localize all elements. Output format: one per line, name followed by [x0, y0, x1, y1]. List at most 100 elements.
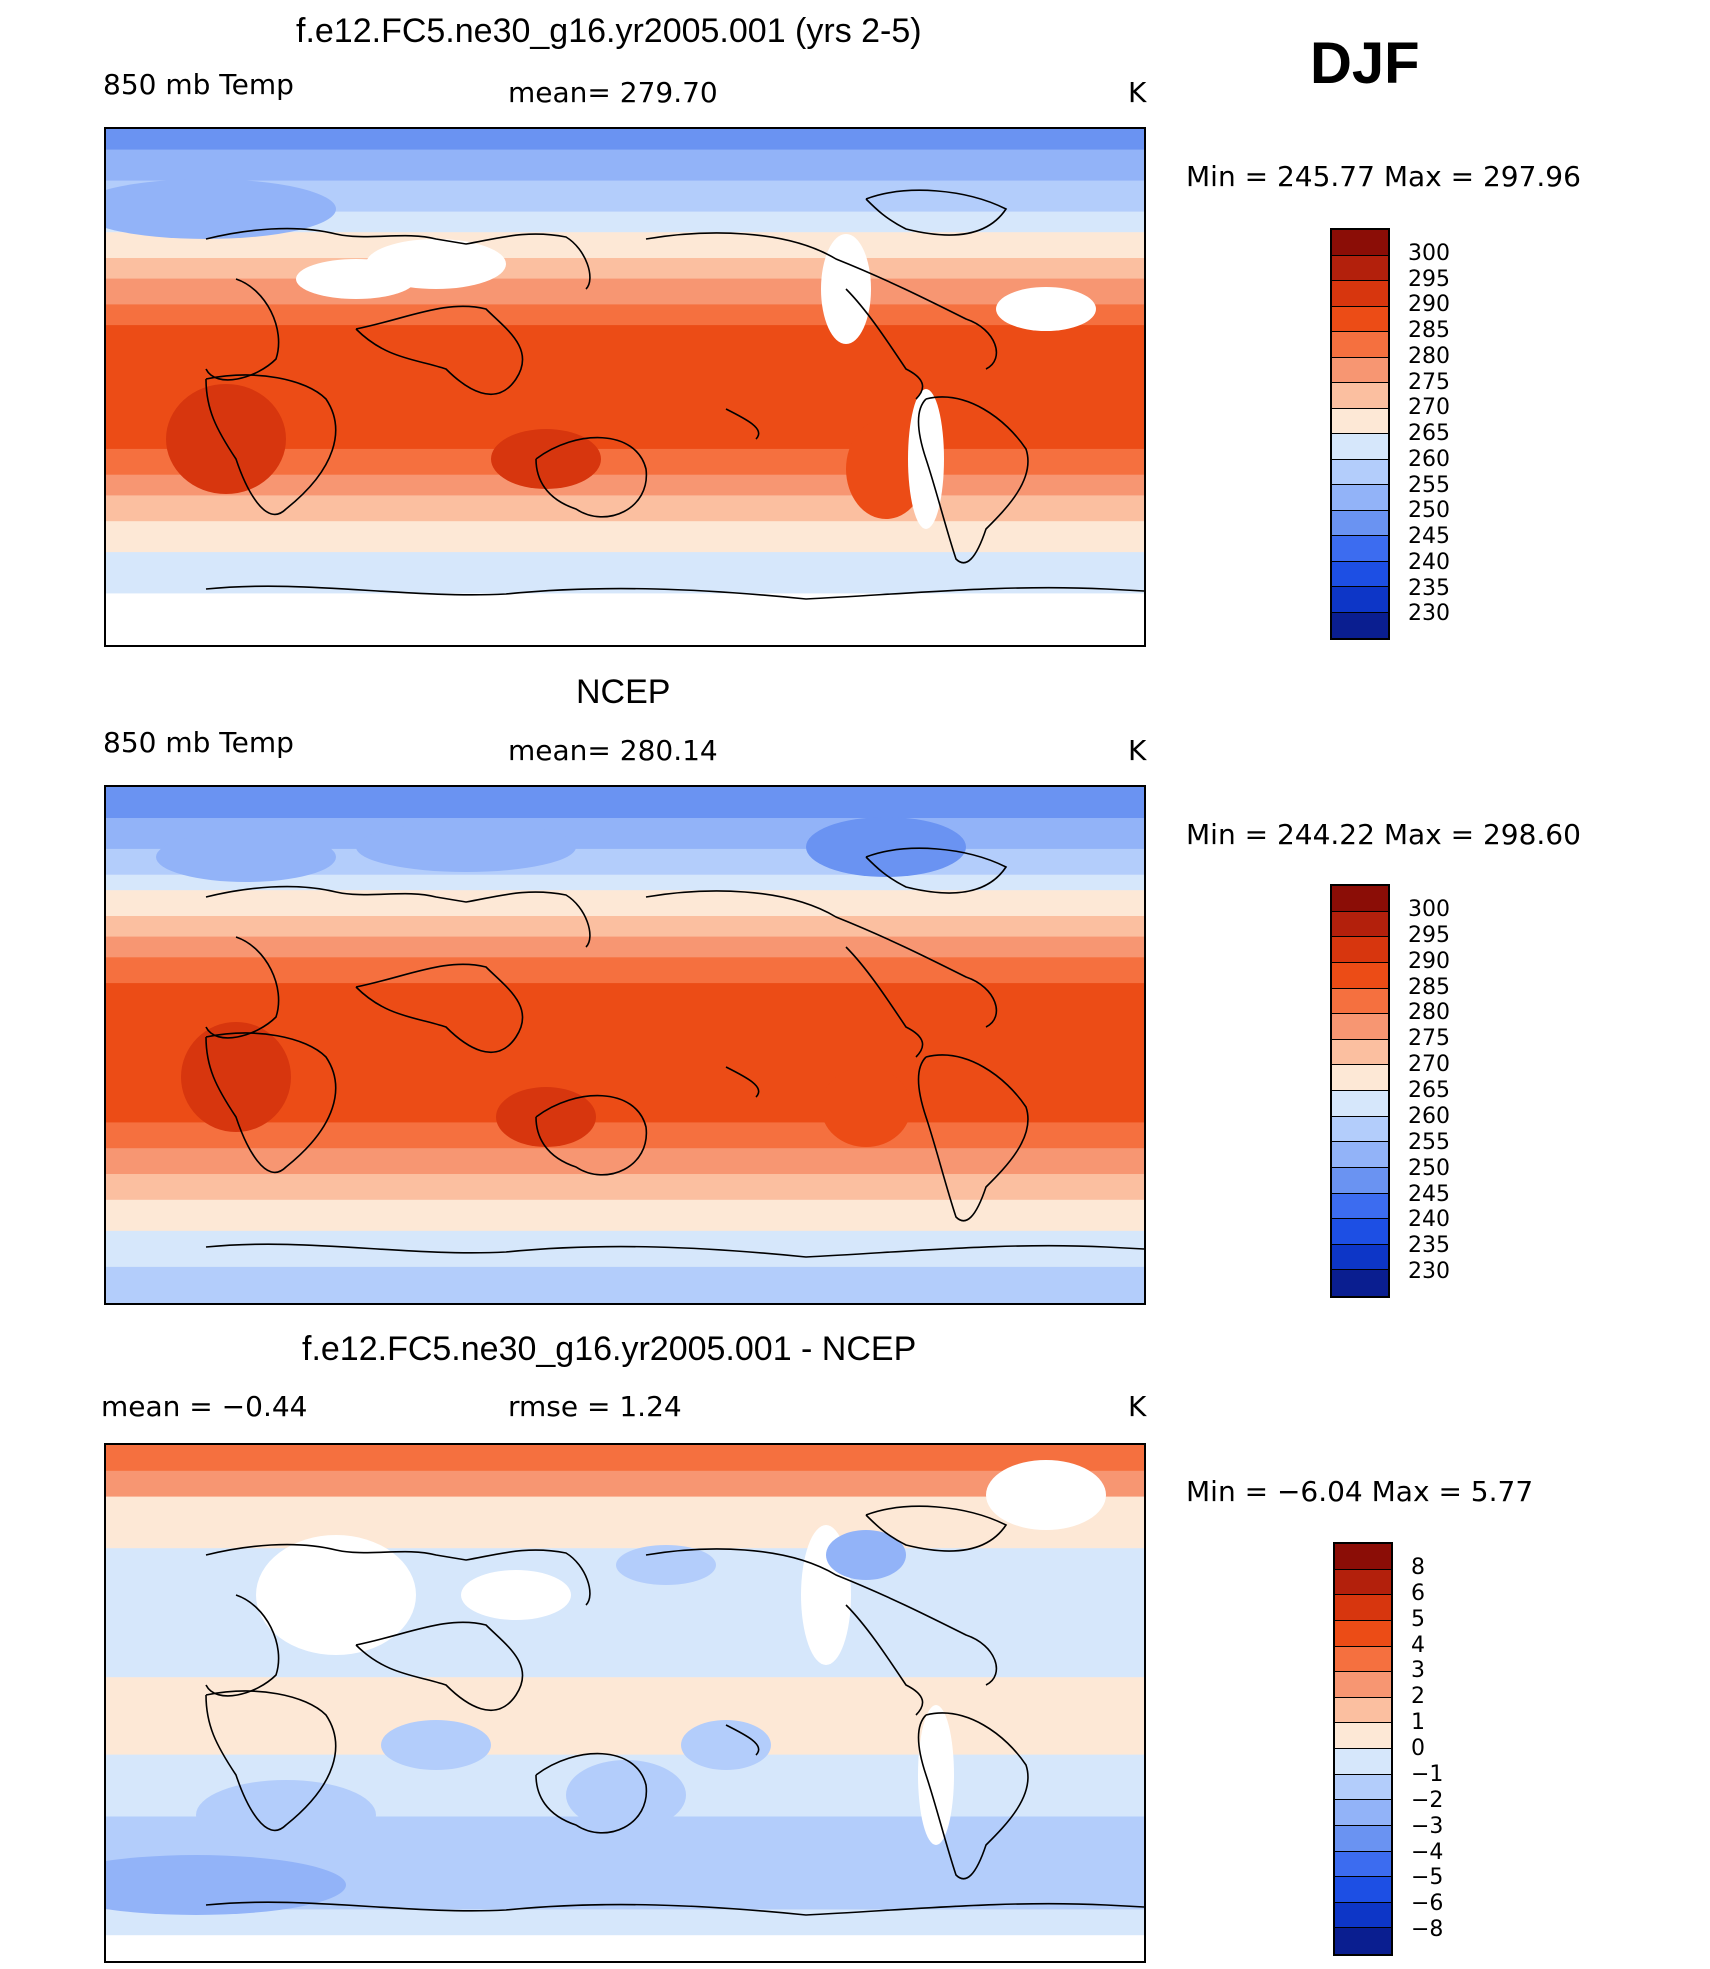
colorbar-tick-label: −3 [1411, 1813, 1444, 1839]
coastline [535, 1752, 648, 1834]
colorbar-tick-label: 250 [1408, 498, 1450, 524]
contour-band [106, 129, 1144, 151]
contour-region [806, 817, 966, 877]
colorbar-segment [1332, 1219, 1388, 1245]
coastline [205, 227, 591, 290]
contour-band [106, 1148, 1144, 1175]
contour-region [156, 832, 336, 882]
colorbar-segment [1335, 1851, 1391, 1878]
contour-region [496, 1087, 596, 1147]
colorbar-tick-label: 270 [1408, 395, 1450, 421]
contour-region [461, 1570, 571, 1620]
coastline [205, 1690, 337, 1832]
colorbar-segment [1332, 587, 1388, 613]
colorbar-tick-label: 275 [1408, 369, 1450, 395]
colorbar-segment [1332, 1039, 1388, 1066]
coastline [205, 936, 280, 1039]
contour-band [106, 1445, 1144, 1472]
coastline [205, 1543, 591, 1606]
coastline [645, 890, 998, 1028]
colorbar-tick-label: 230 [1408, 1259, 1450, 1285]
colorbar-segment [1332, 1270, 1388, 1296]
colorbar-segment [1332, 510, 1388, 536]
contour-band [106, 278, 1144, 306]
panel-3-map [104, 1443, 1146, 1963]
contour-region [681, 1720, 771, 1770]
colorbar-tick-label: 280 [1408, 1000, 1450, 1026]
contour-band [106, 1470, 1144, 1498]
colorbar-segment [1332, 332, 1388, 358]
panel-1-title: f.e12.FC5.ne30_g16.yr2005.001 (yrs 2-5) [296, 12, 922, 50]
contour-band [106, 936, 1144, 959]
coastline [535, 436, 648, 518]
coastline [865, 189, 1008, 236]
colorbar-tick-label: −8 [1411, 1917, 1444, 1943]
colorbar-tick-label: 245 [1408, 524, 1450, 549]
coastline [535, 1094, 648, 1176]
contour-band [106, 521, 1144, 554]
panel-2-map [104, 785, 1146, 1305]
panel-1-min-max: Min = 245.77 Max = 297.96 [1186, 160, 1581, 193]
colorbar-tick-label: 255 [1408, 472, 1450, 498]
coastline [917, 1054, 1029, 1222]
colorbar-segment [1335, 1877, 1391, 1903]
contour-region [256, 1535, 416, 1655]
colorbar-tick-label: 240 [1408, 549, 1450, 575]
panel-3-colorbar [1333, 1542, 1393, 1956]
colorbar-tick-label: 300 [1408, 896, 1450, 922]
colorbar-segment [1332, 357, 1388, 383]
colorbar-segment [1332, 306, 1388, 332]
coastline [205, 278, 280, 381]
colorbar-segment [1332, 383, 1388, 409]
colorbar-tick-label: 285 [1408, 974, 1450, 1000]
colorbar-tick-label: −2 [1411, 1787, 1444, 1813]
coastline [917, 1712, 1029, 1880]
contour-band [106, 149, 1144, 182]
colorbar-tick-label: 255 [1408, 1129, 1450, 1155]
colorbar-segment [1335, 1774, 1391, 1801]
contour-region [986, 1460, 1106, 1530]
colorbar-segment [1332, 1014, 1388, 1040]
colorbar-tick-label: 230 [1408, 601, 1450, 627]
contour-band [106, 1496, 1144, 1550]
colorbar-segment [1332, 1142, 1388, 1168]
coastline [725, 1724, 760, 1756]
colorbar-segment [1332, 962, 1388, 989]
colorbar-segment [1335, 1672, 1391, 1698]
panel-3-rmse-label: rmse = 1.24 [508, 1390, 682, 1423]
contour-band [106, 1199, 1144, 1232]
contour-band [106, 1230, 1144, 1268]
colorbar-segment [1335, 1569, 1391, 1596]
contour-region [918, 1705, 954, 1845]
contour-band [106, 593, 1144, 645]
colorbar-tick-label: −4 [1411, 1839, 1444, 1865]
contour-region [106, 1855, 346, 1915]
colorbar-tick-label: 3 [1411, 1658, 1425, 1684]
contour-region [181, 1022, 291, 1132]
coastline [355, 305, 524, 396]
contour-band [106, 890, 1144, 917]
contour-region [566, 1760, 686, 1830]
colorbar-tick-label: 295 [1408, 266, 1450, 292]
coastline [205, 1032, 337, 1174]
colorbar-tick-label: 290 [1408, 292, 1450, 318]
contour-region [616, 1545, 716, 1585]
coastline [355, 1621, 524, 1712]
colorbar-tick-label: 235 [1408, 1233, 1450, 1259]
panel-1-mean-label: mean= 279.70 [508, 76, 718, 109]
coastline [205, 1901, 1144, 1916]
contour-region [996, 287, 1096, 331]
colorbar-tick-label: 265 [1408, 421, 1450, 446]
colorbar-tick-label: 5 [1411, 1606, 1425, 1632]
colorbar-tick-label: 290 [1408, 948, 1450, 974]
contour-region [366, 239, 506, 289]
panel-2-variable-label: 850 mb Temp [103, 726, 294, 759]
colorbar-tick-label: 265 [1408, 1078, 1450, 1103]
colorbar-segment [1335, 1544, 1391, 1570]
colorbar-tick-label: 250 [1408, 1155, 1450, 1181]
contour-band [106, 874, 1144, 892]
contour-region [356, 822, 576, 872]
colorbar-segment [1332, 1244, 1388, 1271]
contour-band [106, 304, 1144, 326]
coastline [205, 374, 337, 516]
